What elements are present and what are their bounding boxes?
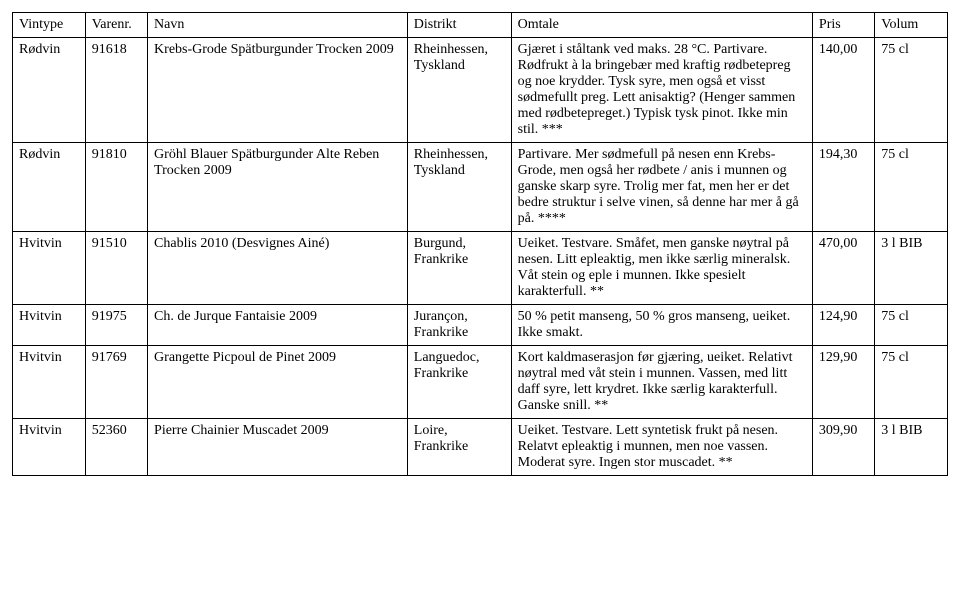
cell-distrikt: Loire, Frankrike xyxy=(407,419,511,476)
col-vintype: Vintype xyxy=(13,13,86,38)
table-row: Hvitvin91769Grangette Picpoul de Pinet 2… xyxy=(13,346,948,419)
table-row: Hvitvin52360Pierre Chainier Muscadet 200… xyxy=(13,419,948,476)
cell-omtale: Ueiket. Testvare. Småfet, men ganske nøy… xyxy=(511,232,812,305)
cell-distrikt: Burgund, Frankrike xyxy=(407,232,511,305)
cell-distrikt: Jurançon, Frankrike xyxy=(407,305,511,346)
cell-vintype: Hvitvin xyxy=(13,305,86,346)
table-header-row: Vintype Varenr. Navn Distrikt Omtale Pri… xyxy=(13,13,948,38)
col-omtale: Omtale xyxy=(511,13,812,38)
cell-distrikt: Rheinhessen, Tyskland xyxy=(407,143,511,232)
cell-volum: 75 cl xyxy=(875,38,948,143)
cell-pris: 309,90 xyxy=(812,419,874,476)
table-row: Rødvin91810Gröhl Blauer Spätburgunder Al… xyxy=(13,143,948,232)
cell-pris: 194,30 xyxy=(812,143,874,232)
cell-volum: 75 cl xyxy=(875,305,948,346)
cell-navn: Ch. de Jurque Fantaisie 2009 xyxy=(148,305,408,346)
col-volum: Volum xyxy=(875,13,948,38)
cell-vintype: Hvitvin xyxy=(13,419,86,476)
cell-pris: 140,00 xyxy=(812,38,874,143)
cell-omtale: Kort kaldmaserasjon før gjæring, ueiket.… xyxy=(511,346,812,419)
cell-omtale: Partivare. Mer sødmefull på nesen enn Kr… xyxy=(511,143,812,232)
cell-varenr: 91975 xyxy=(85,305,147,346)
wine-table: Vintype Varenr. Navn Distrikt Omtale Pri… xyxy=(12,12,948,476)
cell-navn: Pierre Chainier Muscadet 2009 xyxy=(148,419,408,476)
cell-omtale: Ueiket. Testvare. Lett syntetisk frukt p… xyxy=(511,419,812,476)
cell-volum: 3 l BIB xyxy=(875,419,948,476)
col-navn: Navn xyxy=(148,13,408,38)
table-row: Hvitvin91975Ch. de Jurque Fantaisie 2009… xyxy=(13,305,948,346)
cell-volum: 75 cl xyxy=(875,346,948,419)
cell-vintype: Rødvin xyxy=(13,143,86,232)
col-varenr: Varenr. xyxy=(85,13,147,38)
cell-omtale: Gjæret i ståltank ved maks. 28 °C. Parti… xyxy=(511,38,812,143)
cell-pris: 124,90 xyxy=(812,305,874,346)
cell-navn: Gröhl Blauer Spätburgunder Alte Reben Tr… xyxy=(148,143,408,232)
col-distrikt: Distrikt xyxy=(407,13,511,38)
cell-volum: 75 cl xyxy=(875,143,948,232)
cell-varenr: 91769 xyxy=(85,346,147,419)
table-row: Rødvin91618Krebs-Grode Spätburgunder Tro… xyxy=(13,38,948,143)
cell-varenr: 91618 xyxy=(85,38,147,143)
cell-vintype: Rødvin xyxy=(13,38,86,143)
cell-vintype: Hvitvin xyxy=(13,232,86,305)
cell-omtale: 50 % petit manseng, 50 % gros manseng, u… xyxy=(511,305,812,346)
cell-vintype: Hvitvin xyxy=(13,346,86,419)
cell-pris: 470,00 xyxy=(812,232,874,305)
cell-pris: 129,90 xyxy=(812,346,874,419)
table-row: Hvitvin91510Chablis 2010 (Desvignes Ainé… xyxy=(13,232,948,305)
cell-distrikt: Languedoc, Frankrike xyxy=(407,346,511,419)
col-pris: Pris xyxy=(812,13,874,38)
cell-volum: 3 l BIB xyxy=(875,232,948,305)
cell-navn: Krebs-Grode Spätburgunder Trocken 2009 xyxy=(148,38,408,143)
cell-distrikt: Rheinhessen, Tyskland xyxy=(407,38,511,143)
cell-navn: Chablis 2010 (Desvignes Ainé) xyxy=(148,232,408,305)
cell-varenr: 91510 xyxy=(85,232,147,305)
cell-varenr: 91810 xyxy=(85,143,147,232)
cell-varenr: 52360 xyxy=(85,419,147,476)
cell-navn: Grangette Picpoul de Pinet 2009 xyxy=(148,346,408,419)
